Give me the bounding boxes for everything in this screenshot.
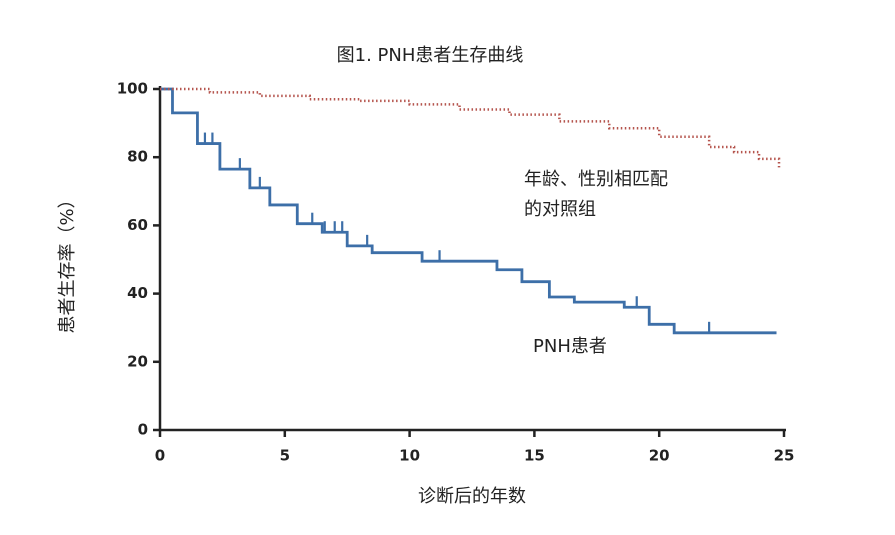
x-axis-label: 诊断后的年数 [418, 486, 526, 507]
chart-title: 图1. PNH患者生存曲线 [337, 45, 524, 66]
survival-curve [160, 87, 781, 168]
y-tick-label: 0 [138, 421, 148, 439]
x-tick-label: 10 [399, 447, 420, 465]
y-tick-label: 20 [127, 352, 148, 370]
y-axis-label: 患者生存率（%） [57, 190, 78, 333]
series-label: 年龄、性别相匹配 [524, 169, 668, 190]
series-label: 的对照组 [524, 199, 596, 220]
y-tick-label: 40 [127, 284, 148, 302]
y-tick-label: 100 [117, 80, 148, 98]
y-tick-label: 80 [127, 148, 148, 166]
series-label: PNH患者 [533, 336, 607, 357]
x-tick-label: 25 [774, 447, 795, 465]
x-tick-label: 15 [524, 447, 545, 465]
x-tick-label: 5 [280, 447, 290, 465]
x-tick-label: 0 [155, 447, 165, 465]
survival-curve [160, 87, 777, 335]
y-tick-label: 60 [127, 216, 148, 234]
x-tick-label: 20 [649, 447, 670, 465]
